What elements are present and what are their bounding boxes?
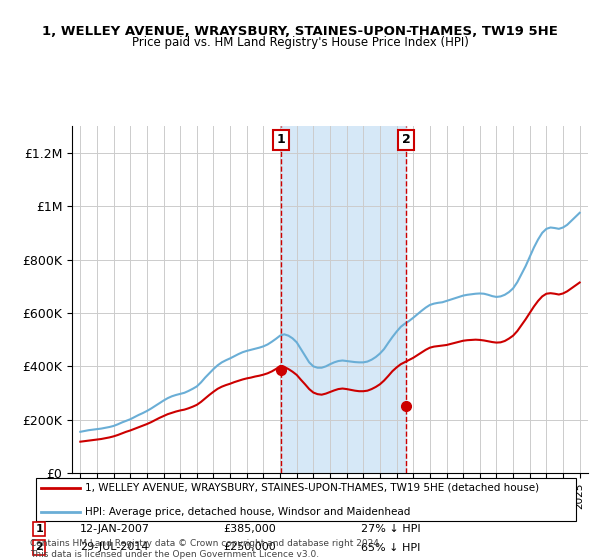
Text: £385,000: £385,000: [223, 524, 276, 534]
Text: 27% ↓ HPI: 27% ↓ HPI: [361, 524, 421, 534]
Text: HPI: Average price, detached house, Windsor and Maidenhead: HPI: Average price, detached house, Wind…: [85, 507, 410, 517]
Text: 12-JAN-2007: 12-JAN-2007: [80, 524, 149, 534]
Text: 1, WELLEY AVENUE, WRAYSBURY, STAINES-UPON-THAMES, TW19 5HE (detached house): 1, WELLEY AVENUE, WRAYSBURY, STAINES-UPO…: [85, 483, 539, 493]
Text: Price paid vs. HM Land Registry's House Price Index (HPI): Price paid vs. HM Land Registry's House …: [131, 36, 469, 49]
Text: 1: 1: [35, 524, 43, 534]
Text: 1: 1: [277, 133, 285, 146]
Text: 2: 2: [35, 543, 43, 553]
Text: 2: 2: [402, 133, 410, 146]
Text: Contains HM Land Registry data © Crown copyright and database right 2024.
This d: Contains HM Land Registry data © Crown c…: [30, 539, 382, 559]
Text: 1, WELLEY AVENUE, WRAYSBURY, STAINES-UPON-THAMES, TW19 5HE: 1, WELLEY AVENUE, WRAYSBURY, STAINES-UPO…: [42, 25, 558, 38]
Bar: [281, 126, 406, 473]
Text: £250,000: £250,000: [223, 543, 276, 553]
Text: 29-JUL-2014: 29-JUL-2014: [80, 543, 148, 553]
FancyBboxPatch shape: [35, 478, 577, 521]
Text: 65% ↓ HPI: 65% ↓ HPI: [361, 543, 421, 553]
